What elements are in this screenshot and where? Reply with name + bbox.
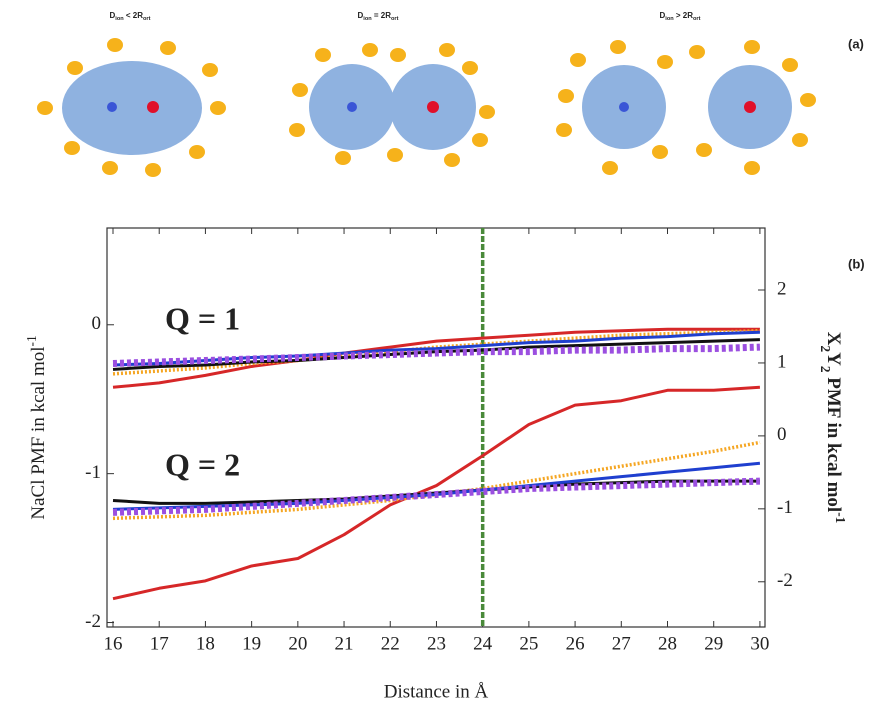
x-tick-label: 30	[750, 633, 769, 654]
x-tick-label: 23	[427, 633, 446, 654]
panel-label: (b)	[848, 256, 865, 271]
y2-tick-label: 2	[777, 278, 787, 299]
text-part: D	[358, 11, 364, 20]
plot-frame	[106, 227, 766, 628]
text-part: > 2R	[674, 11, 694, 20]
x-tick-label: 26	[566, 633, 585, 654]
solvent	[37, 38, 816, 177]
y-tick-label: -1	[85, 462, 101, 483]
text-part: Y	[823, 352, 844, 366]
scheme-label: Dion < 2Rort	[110, 11, 151, 22]
x-tick-label: 20	[288, 633, 307, 654]
text-part: D	[110, 11, 116, 20]
x-tick-label: 27	[612, 633, 631, 654]
text-part: X	[823, 332, 844, 346]
x-axis-label: Distance in Å	[384, 681, 489, 702]
y2-tick-label: -1	[777, 497, 793, 518]
merged-sphere	[62, 61, 202, 155]
text-part: < 2R	[124, 11, 144, 20]
text-part: ion	[363, 16, 372, 22]
text-part: 2	[818, 366, 833, 373]
text-part: ort	[693, 16, 701, 22]
x-tick-label: 25	[519, 633, 538, 654]
scheme-label: Dion = 2Rort	[358, 11, 399, 22]
x-tick-label: 28	[658, 633, 677, 654]
x-tick-label: 17	[150, 633, 169, 654]
x-tick-label: 16	[104, 633, 123, 654]
series-line	[112, 385, 761, 601]
y2-tick-label: -2	[777, 570, 793, 591]
text-part: = 2R	[372, 11, 392, 20]
text-part: PMF in kcal mol	[823, 373, 844, 513]
y2-tick-label: 0	[777, 424, 787, 445]
series-line	[112, 343, 761, 367]
y2-axis-label: X2Y2 PMF in kcal mol-1	[818, 332, 848, 524]
text-part: 2	[818, 345, 833, 352]
scheme-label: Dion > 2Rort	[660, 11, 701, 22]
text-part: -1	[24, 335, 39, 346]
y-tick-label: -2	[85, 611, 101, 632]
text-part: ion	[665, 16, 674, 22]
y-axis-label: NaCl PMF in kcal mol-1	[24, 335, 50, 519]
annotation: Q = 2	[165, 446, 240, 482]
text-part: ion	[115, 16, 124, 22]
text-part: NaCl PMF in kcal mol	[28, 346, 49, 519]
text-part: ort	[391, 16, 399, 22]
panel-label: (a)	[848, 36, 864, 51]
text-part: D	[660, 11, 666, 20]
series-line	[112, 327, 760, 389]
annotation: Q = 1	[165, 300, 240, 336]
x-tick-label: 18	[196, 633, 215, 654]
series-line	[112, 477, 761, 516]
ions	[107, 101, 756, 113]
text-part: ort	[143, 16, 151, 22]
x-tick-label: 29	[704, 633, 723, 654]
schematic	[37, 38, 816, 177]
x-tick-label: 21	[335, 633, 354, 654]
x-tick-label: 22	[381, 633, 400, 654]
y-tick-label: 0	[92, 313, 102, 334]
text-part: -1	[833, 512, 848, 523]
x-tick-label: 19	[242, 633, 261, 654]
series-line	[112, 330, 760, 367]
y2-tick-label: 1	[777, 351, 787, 372]
x-tick-label: 24	[473, 633, 493, 654]
